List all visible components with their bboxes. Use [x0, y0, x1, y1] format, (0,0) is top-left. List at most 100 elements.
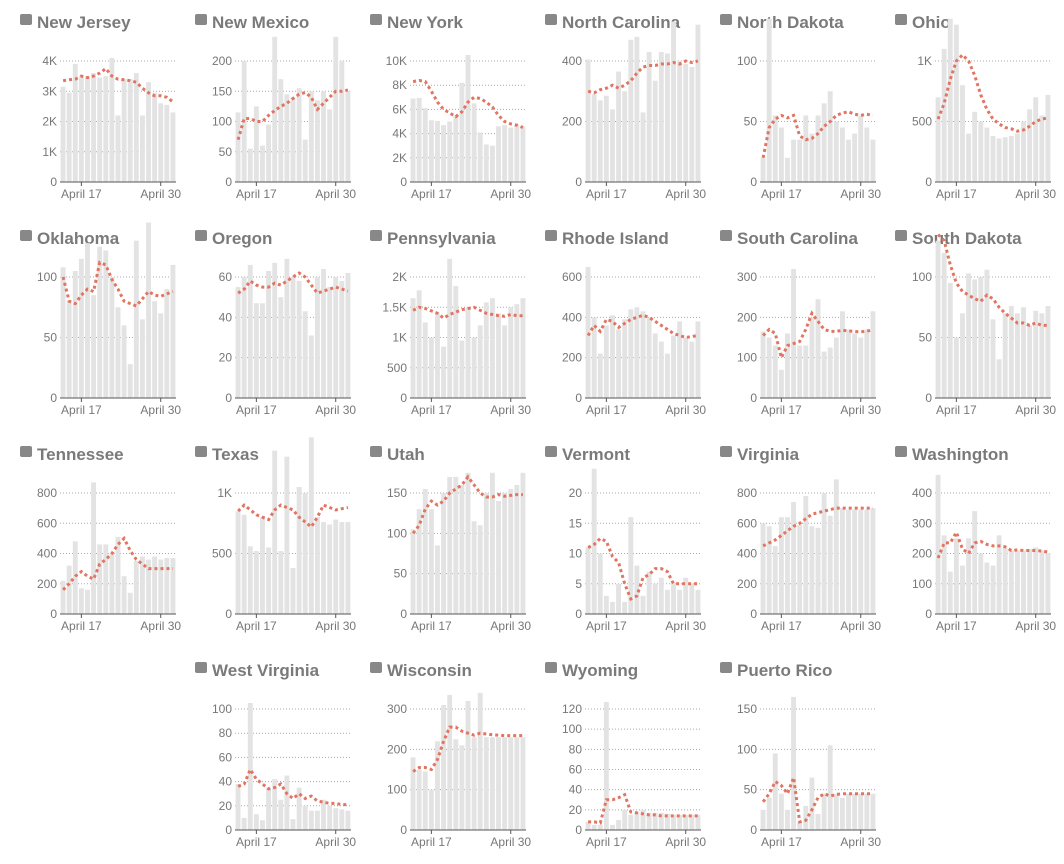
- bar: [852, 509, 858, 614]
- bar: [428, 337, 434, 398]
- bar: [272, 779, 278, 830]
- bar: [321, 268, 326, 398]
- bar: [791, 696, 797, 830]
- bar: [585, 59, 591, 182]
- bar: [683, 337, 689, 398]
- y-tick-label: 40: [219, 775, 233, 789]
- bar: [760, 523, 766, 614]
- average-line: [62, 66, 174, 104]
- bar: [302, 805, 308, 830]
- bar: [622, 319, 628, 398]
- panel-title: Wyoming: [562, 661, 638, 680]
- x-tick-label: April 17: [936, 619, 977, 633]
- x-tick-label: April 30: [315, 403, 356, 417]
- panel-title: Pennsylvania: [387, 229, 496, 248]
- bar: [278, 799, 284, 830]
- bar: [846, 139, 851, 182]
- panel-title: Oregon: [212, 229, 272, 248]
- bar: [302, 139, 308, 182]
- y-tick-label: 500: [212, 547, 232, 561]
- bar: [652, 583, 658, 614]
- bar: [60, 267, 66, 398]
- bar: [610, 315, 615, 398]
- bar: [91, 295, 97, 398]
- bar: [121, 576, 127, 614]
- bar: [109, 57, 115, 182]
- bar: [247, 148, 253, 182]
- state-icon: [370, 230, 382, 241]
- x-tick-label: April 30: [840, 403, 881, 417]
- state-icon: [895, 14, 907, 25]
- y-tick-label: 10: [569, 547, 583, 561]
- y-tick-label: 500: [912, 115, 932, 129]
- x-tick-label: April 30: [490, 187, 531, 201]
- y-tick-label: 100: [562, 722, 582, 736]
- panel-title: South Dakota: [912, 229, 1022, 248]
- bar: [339, 61, 345, 182]
- bar: [803, 496, 809, 614]
- average-line: [237, 503, 349, 530]
- bar: [864, 793, 870, 830]
- bar: [502, 737, 508, 830]
- bar: [610, 824, 615, 830]
- bar: [345, 272, 351, 398]
- bar: [597, 824, 603, 830]
- bar: [833, 121, 839, 182]
- panel: Virginia 0 200 400 600 800 April 17 April 30: [720, 445, 881, 633]
- bar: [591, 824, 597, 830]
- panel-title: Ohio: [912, 13, 951, 32]
- state-icon: [195, 230, 207, 241]
- state-icon: [20, 14, 32, 25]
- bar: [815, 299, 821, 398]
- y-tick-label: 20: [569, 803, 583, 817]
- bar: [616, 819, 622, 830]
- bar: [327, 524, 333, 614]
- bar: [428, 120, 434, 182]
- bar: [235, 511, 241, 614]
- bar: [640, 809, 646, 830]
- bar: [109, 277, 115, 398]
- bar: [585, 547, 591, 614]
- panel: North Carolina 0 200 400 April 17 April 30: [545, 13, 706, 201]
- bar: [941, 48, 947, 183]
- bar: [791, 502, 797, 614]
- x-tick-label: April 17: [236, 187, 277, 201]
- bar: [453, 115, 459, 182]
- bar: [803, 345, 809, 398]
- x-tick-label: April 17: [61, 187, 102, 201]
- bar: [314, 100, 320, 182]
- state-icon: [370, 14, 382, 25]
- bar: [170, 558, 176, 614]
- y-tick-label: 600: [737, 516, 757, 530]
- bar: [640, 112, 646, 182]
- x-tick-label: April 30: [665, 835, 706, 849]
- bar: [628, 517, 634, 614]
- bar: [1014, 133, 1020, 182]
- y-tick-label: 0: [50, 607, 57, 621]
- bar: [815, 527, 821, 614]
- bar: [628, 39, 634, 183]
- panel-title: Puerto Rico: [737, 661, 832, 680]
- bar: [852, 133, 858, 182]
- bar: [671, 335, 676, 398]
- bar: [833, 479, 839, 614]
- bar: [410, 298, 416, 398]
- panel-title: South Carolina: [737, 229, 858, 248]
- bar: [139, 319, 145, 398]
- bar: [266, 124, 272, 182]
- bar: [1027, 548, 1033, 614]
- bar: [321, 91, 326, 182]
- average-line: [761, 777, 873, 824]
- bar: [345, 522, 351, 614]
- bar: [489, 298, 495, 398]
- y-tick-label: 1K: [917, 54, 932, 68]
- bar: [1045, 553, 1051, 614]
- y-tick-label: 4K: [42, 54, 57, 68]
- y-tick-label: 6K: [392, 102, 407, 116]
- bar: [272, 450, 278, 614]
- bar: [677, 814, 683, 830]
- y-tick-label: 50: [744, 115, 758, 129]
- y-tick-label: 400: [37, 547, 57, 561]
- bar: [314, 810, 320, 830]
- bar: [677, 321, 683, 398]
